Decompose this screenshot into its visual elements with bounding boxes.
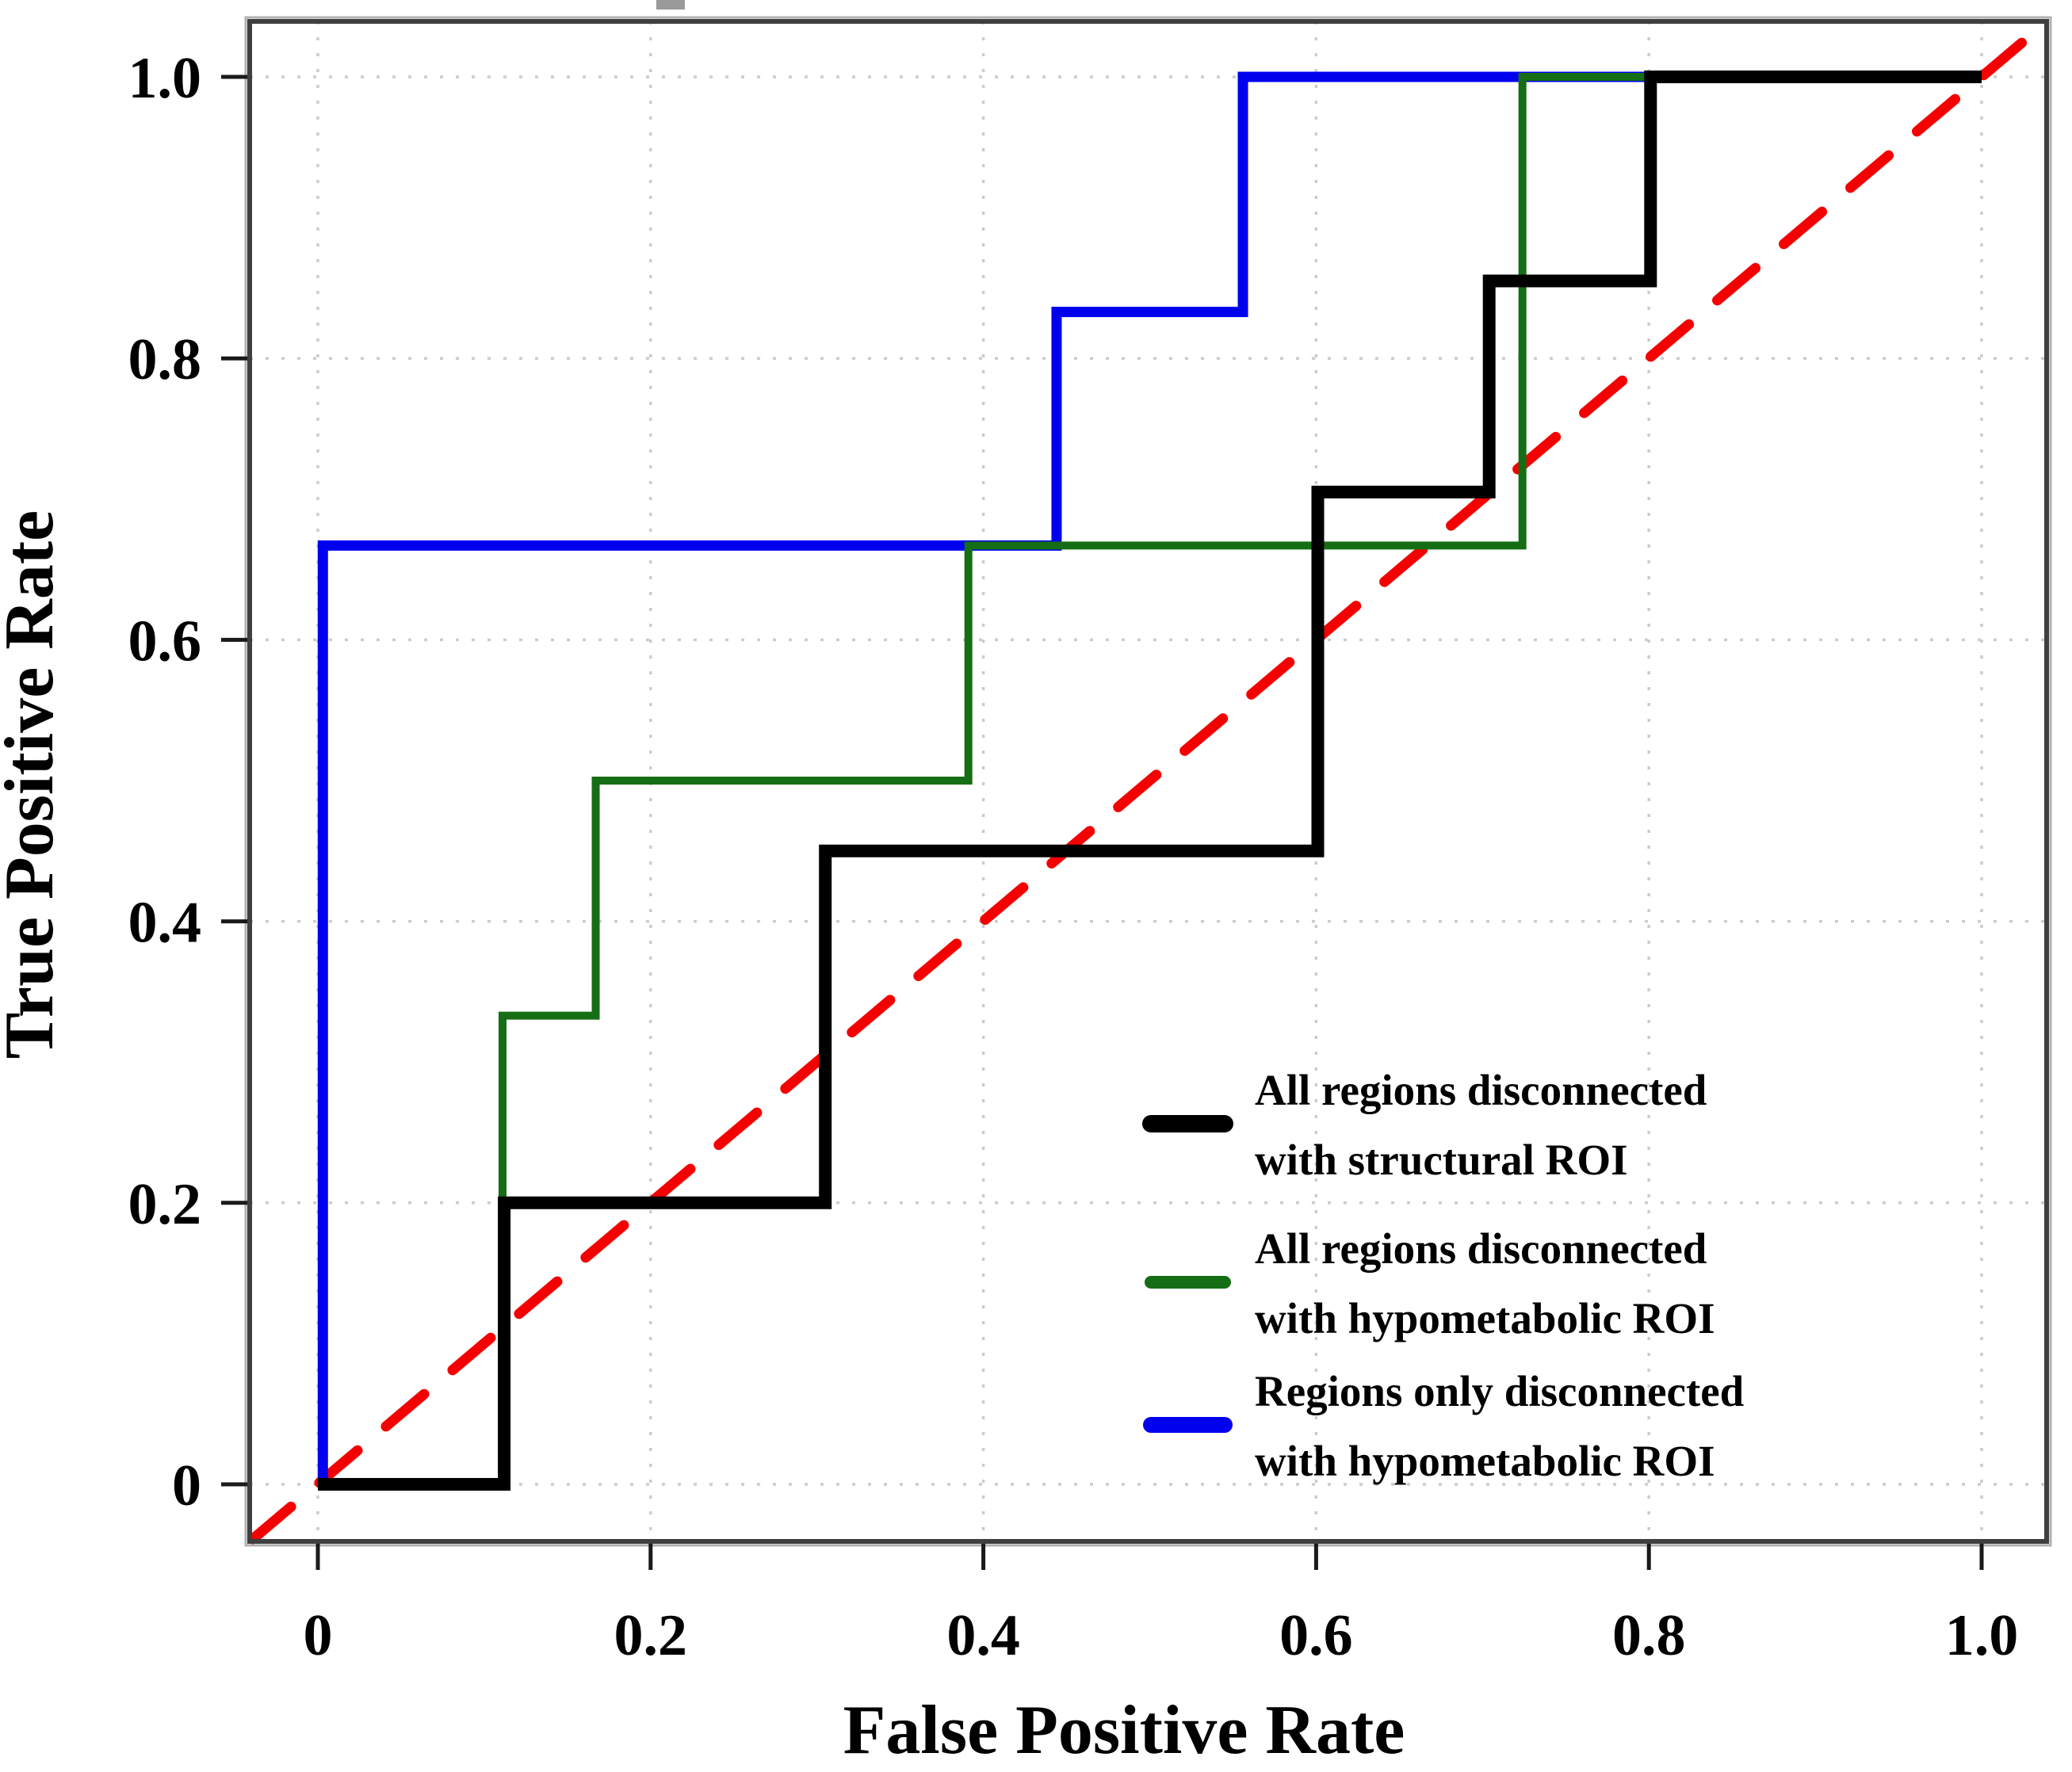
y-tick-label: 0 [172, 1453, 201, 1518]
y-tick-label: 1.0 [128, 46, 202, 111]
legend-label-line2: with structural ROI [1255, 1136, 1628, 1184]
x-tick-label: 0.8 [1612, 1603, 1686, 1668]
x-tick-label: 0.2 [614, 1603, 688, 1668]
plot-frame [247, 19, 2049, 1544]
legend-label-line1: All regions disconnected [1255, 1224, 1707, 1273]
y-tick-label: 0.6 [128, 609, 202, 674]
legend-label-line1: All regions disconnected [1255, 1066, 1707, 1114]
y-axis-title: True Positive Rate [0, 510, 68, 1059]
y-tick-label: 0.8 [128, 327, 202, 392]
x-axis-title: False Positive Rate [843, 1692, 1405, 1769]
y-tick-label: 0.4 [128, 891, 202, 956]
roc-curve-0 [318, 71, 1982, 1491]
x-tick-label: 0 [304, 1603, 333, 1668]
x-tick-label: 0.6 [1279, 1603, 1353, 1668]
chance-diagonal-line [247, 18, 2050, 1545]
y-tick-label: 0.2 [128, 1172, 202, 1237]
x-tick-label: 1.0 [1945, 1603, 2019, 1668]
plot-frame-outer-edge [244, 16, 2052, 1547]
cropped-title-mark [656, 0, 685, 10]
roc-curve-2 [317, 71, 1982, 1490]
legend-label-line2: with hypometabolic ROI [1255, 1437, 1715, 1485]
legend-label-line1: Regions only disconnected [1255, 1367, 1744, 1415]
legend-label-line2: with hypometabolic ROI [1255, 1294, 1715, 1342]
x-tick-label: 0.4 [946, 1603, 1020, 1668]
